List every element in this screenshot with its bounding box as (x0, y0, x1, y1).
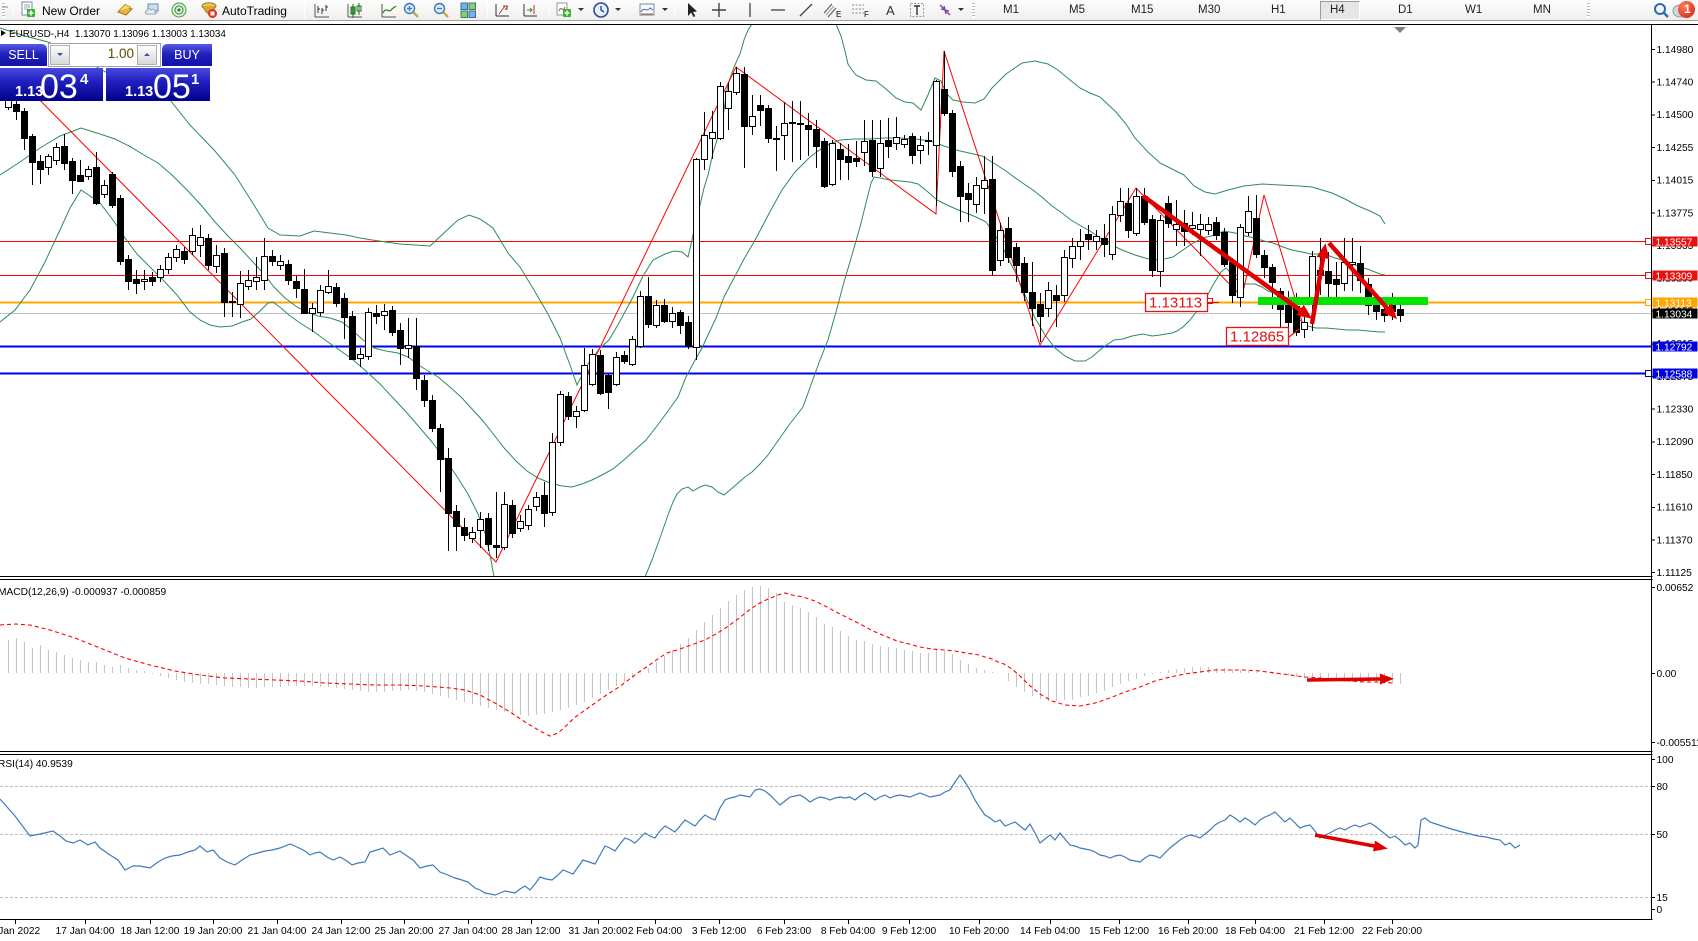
svg-text:27 Jan 04:00: 27 Jan 04:00 (439, 926, 498, 937)
svg-text:10 Feb 20:00: 10 Feb 20:00 (949, 926, 1009, 937)
svg-text:1.12090: 1.12090 (1657, 437, 1694, 448)
svg-text:24 Jan 12:00: 24 Jan 12:00 (312, 926, 371, 937)
svg-text:EURUSD-,H4 1.13070 1.13096 1.: EURUSD-,H4 1.13070 1.13096 1.13003 1.130… (9, 29, 226, 40)
svg-text:50: 50 (1657, 830, 1669, 841)
svg-text:8 Feb 04:00: 8 Feb 04:00 (821, 926, 876, 937)
svg-text:1.11850: 1.11850 (1657, 470, 1693, 481)
svg-text:1.12865: 1.12865 (1230, 328, 1284, 345)
svg-text:22 Feb 20:00: 22 Feb 20:00 (1362, 926, 1422, 937)
svg-text:28 Jan 12:00: 28 Jan 12:00 (502, 926, 561, 937)
svg-text:1.14500: 1.14500 (1657, 110, 1694, 121)
svg-text:1.14980: 1.14980 (1657, 45, 1694, 56)
svg-text:15 Feb 12:00: 15 Feb 12:00 (1089, 926, 1149, 937)
svg-text:14 Feb 04:00: 14 Feb 04:00 (1020, 926, 1080, 937)
svg-text:19 Jan 20:00: 19 Jan 20:00 (184, 926, 243, 937)
svg-text:0.00652: 0.00652 (1657, 583, 1694, 594)
svg-text:2 Feb 04:00: 2 Feb 04:00 (628, 926, 683, 937)
svg-text:0: 0 (1657, 905, 1663, 916)
svg-text:1.12792: 1.12792 (1656, 342, 1693, 353)
svg-text:21 Jan 04:00: 21 Jan 04:00 (248, 926, 307, 937)
svg-text:21 Feb 12:00: 21 Feb 12:00 (1294, 926, 1354, 937)
svg-text:-0.005511: -0.005511 (1657, 738, 1698, 749)
svg-text:1.13309: 1.13309 (1656, 271, 1693, 282)
svg-text:1.12588: 1.12588 (1656, 369, 1693, 380)
svg-text:100: 100 (1657, 755, 1674, 766)
svg-text:1.14255: 1.14255 (1657, 143, 1694, 154)
svg-text:17 Jan 04:00: 17 Jan 04:00 (56, 926, 115, 937)
svg-text:3 Jan 2022: 3 Jan 2022 (0, 926, 41, 937)
svg-text:31 Jan 20:00: 31 Jan 20:00 (569, 926, 628, 937)
svg-text:1.13775: 1.13775 (1657, 208, 1694, 219)
svg-text:1.11370: 1.11370 (1657, 535, 1693, 546)
svg-text:1.14740: 1.14740 (1657, 78, 1694, 89)
svg-text:1.13113: 1.13113 (1149, 294, 1202, 311)
svg-text:3 Feb 12:00: 3 Feb 12:00 (692, 926, 747, 937)
svg-text:18 Feb 04:00: 18 Feb 04:00 (1225, 926, 1285, 937)
svg-text:15: 15 (1657, 893, 1669, 904)
svg-text:1.13557: 1.13557 (1656, 237, 1693, 248)
svg-text:1.13034: 1.13034 (1656, 309, 1693, 320)
svg-text:80: 80 (1657, 782, 1669, 793)
svg-text:9 Feb 12:00: 9 Feb 12:00 (882, 926, 937, 937)
svg-text:6 Feb 23:00: 6 Feb 23:00 (757, 926, 812, 937)
svg-text:18 Jan 12:00: 18 Jan 12:00 (121, 926, 180, 937)
svg-text:MACD(12,26,9) -0.000937 -0.000: MACD(12,26,9) -0.000937 -0.000859 (0, 587, 167, 598)
svg-text:1.11125: 1.11125 (1657, 568, 1693, 579)
svg-text:0.00: 0.00 (1657, 669, 1677, 680)
svg-text:16 Feb 20:00: 16 Feb 20:00 (1158, 926, 1218, 937)
svg-text:1.12330: 1.12330 (1657, 405, 1694, 416)
svg-text:1.13113: 1.13113 (1656, 298, 1692, 309)
svg-text:25 Jan 20:00: 25 Jan 20:00 (375, 926, 434, 937)
svg-text:1.11610: 1.11610 (1657, 503, 1693, 514)
svg-text:RSI(14) 40.9539: RSI(14) 40.9539 (0, 759, 73, 770)
svg-text:1.14015: 1.14015 (1657, 176, 1694, 187)
